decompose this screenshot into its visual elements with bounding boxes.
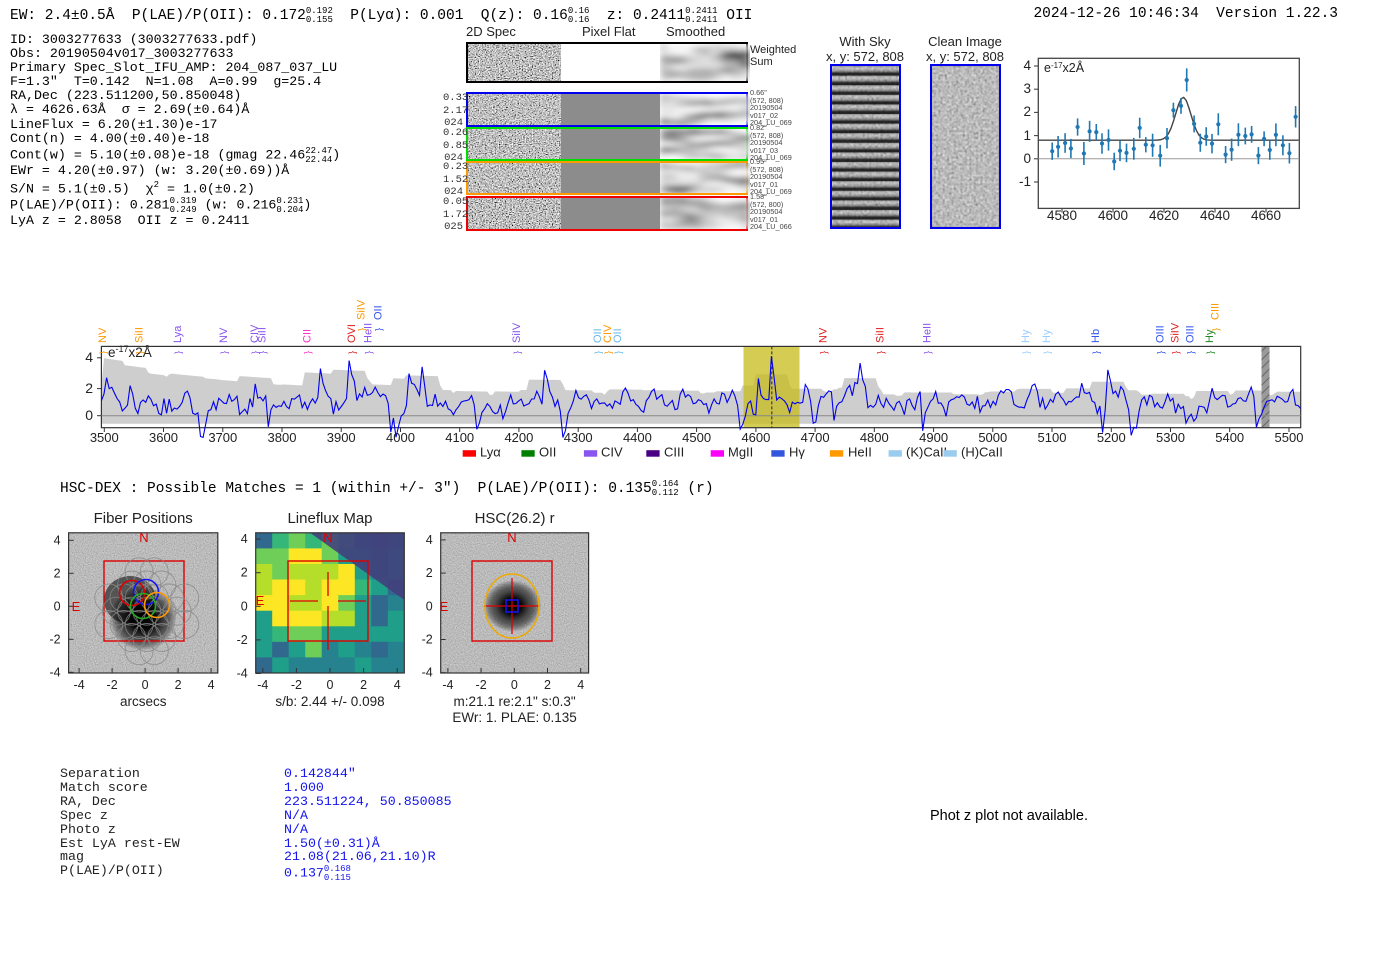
svg-text:}: } [134,351,145,354]
svg-text:3800: 3800 [268,430,297,445]
svg-text:OII: OII [372,305,384,320]
svg-text:4700: 4700 [801,430,830,445]
svg-text:CIII: CIII [1209,303,1221,320]
svg-text:}: } [98,351,109,354]
svg-text:4600: 4600 [741,430,770,445]
svg-text:(H)CaII: (H)CaII [961,445,1003,460]
svg-text:4800: 4800 [860,430,889,445]
svg-text:4400: 4400 [623,430,652,445]
svg-text:Lya: Lya [172,325,184,343]
svg-text:Hb: Hb [1090,329,1102,343]
svg-text:0: 0 [85,407,93,423]
svg-text:}: } [1021,351,1032,354]
svg-text:CII: CII [302,329,314,343]
svg-text:HeII: HeII [363,323,375,343]
svg-text:}: } [347,351,358,354]
svg-text:5100: 5100 [1038,430,1067,445]
svg-text:SiII: SiII [257,327,269,343]
svg-text:SiIV: SiIV [355,299,367,320]
svg-text:CIV: CIV [601,445,623,460]
svg-text:3700: 3700 [208,430,237,445]
svg-text:Hy: Hy [1041,329,1053,343]
svg-text:}: } [219,351,230,354]
svg-text:}: } [1210,328,1221,331]
svg-text:3600: 3600 [149,430,178,445]
svg-text:OVI: OVI [346,324,358,343]
svg-text:SiII: SiII [133,327,145,343]
svg-text:HeII: HeII [922,323,934,343]
svg-text:}: } [356,328,367,331]
svg-text:NV: NV [218,327,230,343]
svg-text:}: } [1186,351,1197,354]
svg-text:4300: 4300 [564,430,593,445]
svg-text:5500: 5500 [1275,430,1304,445]
svg-text:NV: NV [97,327,109,343]
svg-text:Hy: Hy [1020,329,1032,343]
svg-text:OII: OII [612,328,624,343]
svg-text:CIII: CIII [664,445,684,460]
svg-text:4000: 4000 [386,430,415,445]
svg-text:}: } [364,351,375,354]
svg-text:SiIV: SiIV [511,322,523,343]
svg-text:3900: 3900 [327,430,356,445]
svg-text:4500: 4500 [682,430,711,445]
svg-text:NV: NV [818,327,830,343]
svg-text:}: } [875,351,886,354]
svg-text:}: } [923,351,934,354]
svg-text:5400: 5400 [1215,430,1244,445]
svg-text:3500: 3500 [90,430,119,445]
svg-text:}: } [512,351,523,354]
svg-text:4100: 4100 [445,430,474,445]
svg-text:}: } [819,351,830,354]
svg-text:}: } [303,351,314,354]
svg-text:5000: 5000 [978,430,1007,445]
svg-text:OIII: OIII [1154,325,1166,343]
svg-text:2: 2 [85,380,93,396]
svg-text:}: } [1042,351,1053,354]
svg-text:}: } [613,351,624,354]
svg-text:5200: 5200 [1097,430,1126,445]
svg-text:Hγ: Hγ [789,445,805,460]
svg-text:HeII: HeII [848,445,872,460]
svg-text:}: } [1171,351,1182,354]
svg-text:4900: 4900 [919,430,948,445]
svg-text:5300: 5300 [1156,430,1185,445]
svg-text:4200: 4200 [504,430,533,445]
svg-text:}: } [373,328,384,331]
svg-text:OII: OII [539,445,556,460]
svg-text:}: } [258,351,269,354]
svg-text:Lyα: Lyα [480,445,501,460]
svg-text:SiIV: SiIV [1170,322,1182,343]
svg-text:}: } [1155,351,1166,354]
svg-text:}: } [1091,351,1102,354]
svg-text:}: } [173,351,184,354]
svg-text:OIII: OIII [1185,325,1197,343]
svg-text:(K)CaII: (K)CaII [906,445,947,460]
svg-text:}: } [1205,351,1216,354]
svg-text:4: 4 [85,349,93,365]
svg-text:MgII: MgII [728,445,753,460]
svg-text:SiII: SiII [874,327,886,343]
